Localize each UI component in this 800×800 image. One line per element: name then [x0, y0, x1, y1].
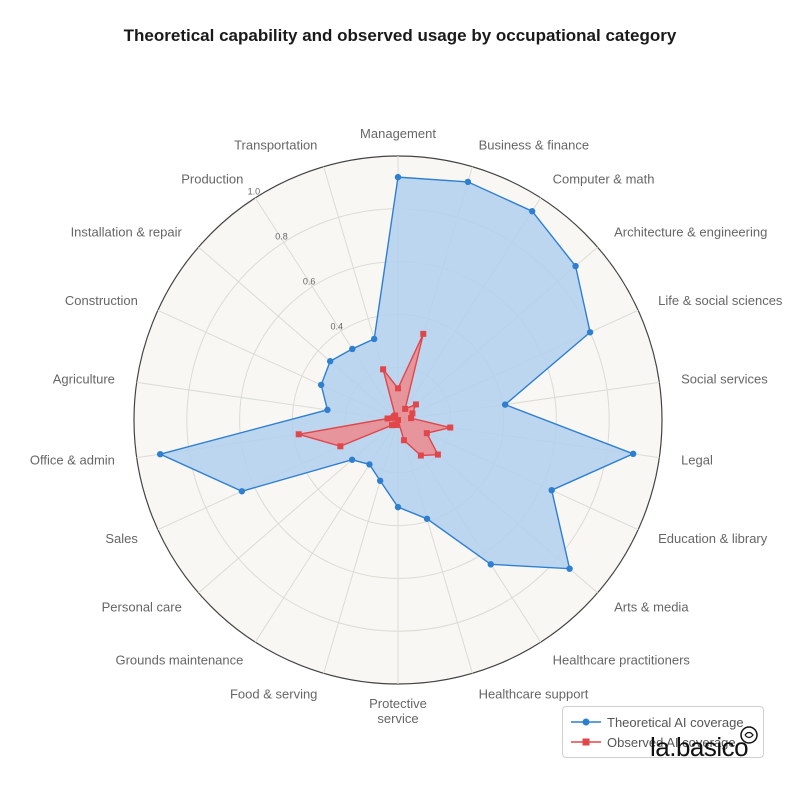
category-label: Installation & repair: [71, 225, 183, 240]
category-label: Agriculture: [53, 371, 115, 386]
data-point-observed: [417, 452, 424, 459]
legend-marker-theoretical: [571, 718, 601, 726]
data-point-observed: [392, 421, 399, 428]
category-label: Computer & math: [553, 171, 655, 186]
data-point-theoretical: [324, 406, 331, 414]
category-label: Legal: [681, 453, 713, 468]
data-point-theoretical: [238, 488, 246, 495]
data-point-theoretical: [326, 358, 334, 365]
category-label: Food & serving: [230, 686, 317, 701]
category-label: Office & admin: [30, 453, 115, 468]
category-label: Transportation: [234, 138, 317, 153]
category-label: Arts & media: [614, 599, 689, 614]
category-label: Architecture & engineering: [614, 225, 767, 240]
legend-label-theoretical: Theoretical AI coverage: [607, 714, 744, 730]
data-point-theoretical: [528, 208, 536, 215]
data-point-observed: [384, 415, 391, 422]
brain-icon: [740, 726, 758, 744]
data-point-observed: [447, 424, 454, 431]
data-point-theoretical: [317, 381, 325, 389]
data-point-theoretical: [370, 335, 378, 343]
data-point-theoretical: [376, 477, 384, 484]
data-point-theoretical: [423, 515, 431, 522]
data-point-observed: [408, 415, 415, 422]
chart-title: Theoretical capability and observed usag…: [123, 26, 677, 45]
data-point-observed: [400, 437, 407, 444]
data-point-theoretical: [394, 173, 402, 181]
data-point-theoretical: [348, 456, 356, 463]
legend-marker-observed: [571, 738, 601, 746]
data-point-theoretical: [349, 345, 356, 353]
data-point-observed: [295, 431, 302, 438]
radial-tick-label: 0.8: [275, 232, 288, 242]
data-point-theoretical: [548, 486, 555, 494]
data-point-observed: [395, 417, 401, 423]
category-label: Education & library: [658, 531, 768, 546]
chart-legend: Theoretical AI coverage Observed AI cove…: [562, 706, 764, 758]
category-label: Social services: [681, 371, 768, 386]
data-point-observed: [389, 422, 396, 429]
category-label: Construction: [65, 293, 138, 308]
radial-tick-label: 0.6: [303, 277, 316, 287]
category-label: Healthcare support: [479, 686, 589, 701]
category-label: Production: [181, 171, 243, 186]
data-point-theoretical: [487, 561, 494, 568]
data-point-observed: [337, 443, 344, 450]
category-label: Life & social sciences: [658, 293, 783, 308]
data-point-theoretical: [464, 178, 472, 186]
data-point-observed: [412, 401, 419, 408]
category-label: Management: [360, 126, 436, 141]
data-point-theoretical: [586, 329, 594, 336]
data-point-observed: [380, 366, 387, 373]
data-point-observed: [423, 430, 430, 437]
radial-tick-label: 1.0: [248, 187, 261, 197]
data-point-theoretical: [394, 503, 402, 511]
legend-label-observed: Observed AI coverage: [607, 734, 736, 750]
data-point-observed: [409, 410, 416, 417]
watermark-logo: la.basico: [650, 732, 749, 762]
data-point-theoretical: [629, 450, 637, 458]
data-point-theoretical: [566, 565, 573, 572]
data-point-observed: [402, 405, 409, 412]
legend-item-observed: Observed AI coverage: [571, 733, 736, 751]
data-point-observed: [395, 385, 401, 392]
data-point-theoretical: [572, 262, 579, 270]
data-point-theoretical: [157, 450, 164, 458]
category-label: Grounds maintenance: [115, 653, 243, 668]
data-point-observed: [392, 412, 399, 419]
data-point-observed: [420, 330, 427, 337]
category-label: Protective service: [369, 696, 427, 726]
legend-item-theoretical: Theoretical AI coverage: [571, 713, 744, 731]
data-point-observed: [434, 451, 441, 458]
category-label: Personal care: [102, 599, 182, 614]
data-point-theoretical: [366, 461, 373, 468]
category-label: Business & finance: [479, 138, 590, 153]
data-point-theoretical: [501, 401, 509, 408]
radial-tick-label: 0.4: [330, 322, 343, 332]
category-label: Sales: [105, 531, 138, 546]
category-label: Healthcare practitioners: [553, 653, 691, 668]
